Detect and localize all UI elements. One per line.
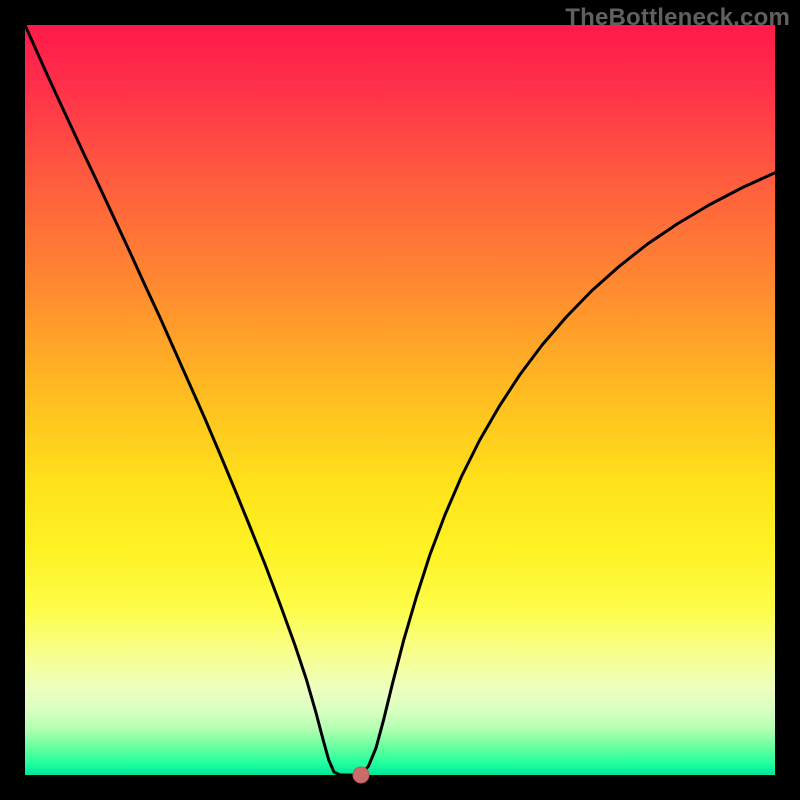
watermark-text: TheBottleneck.com — [565, 4, 790, 32]
optimal-point-marker — [353, 767, 369, 783]
bottleneck-chart — [0, 0, 800, 800]
chart-background — [25, 25, 775, 775]
